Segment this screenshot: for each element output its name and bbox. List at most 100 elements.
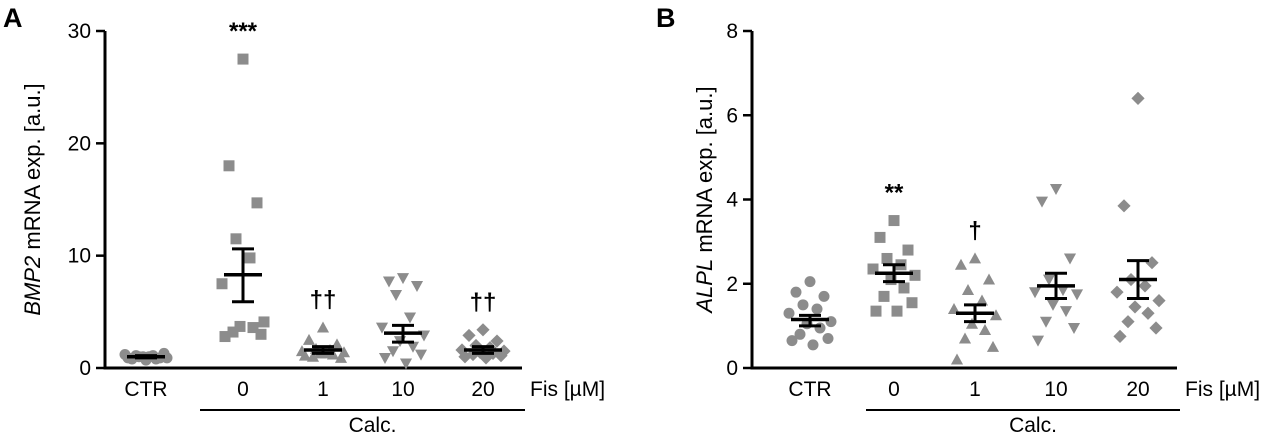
data-point [386, 346, 400, 358]
data-point [298, 349, 312, 361]
data-point [790, 286, 802, 298]
x-tick-label: CTR [124, 378, 167, 401]
data-point [874, 231, 886, 243]
data-point [1039, 316, 1053, 328]
data-point [414, 349, 428, 361]
data-point [1117, 199, 1131, 213]
chart-panel-A: A BMP2 mRNA exp. [a.u.] 0 10 20 30 CTR 0 1 10 20 Fi… [3, 3, 605, 437]
data-point [870, 305, 882, 317]
data-point [1067, 323, 1081, 335]
y-tick-label: 8 [726, 20, 738, 43]
data-point [804, 276, 816, 288]
data-point [494, 349, 508, 363]
data-point [490, 334, 504, 348]
data-point [818, 290, 830, 302]
data-point [954, 258, 968, 270]
y-tick-label: 6 [726, 104, 738, 127]
data-point [978, 324, 992, 336]
data-point [378, 352, 392, 364]
data-point [230, 233, 242, 245]
y-tick-label: 0 [726, 357, 738, 380]
series-CTR [119, 347, 173, 366]
x-tick-label: 1 [317, 378, 329, 401]
data-point [247, 322, 259, 334]
data-point [316, 321, 330, 333]
data-point [1049, 184, 1063, 196]
y-axis-label-gene: BMP2 [20, 256, 45, 316]
data-point [1121, 315, 1135, 329]
data-point [382, 276, 396, 288]
group-label: Calc. [349, 414, 397, 437]
data-point [989, 309, 1003, 321]
data-point [906, 297, 918, 309]
data-point [867, 263, 879, 275]
data-point [881, 252, 893, 264]
data-point [1145, 256, 1159, 270]
data-point [399, 358, 413, 370]
data-point [958, 332, 972, 344]
data-point [1070, 289, 1084, 301]
data-point [1138, 279, 1152, 293]
data-point [389, 290, 403, 302]
x-tick-label: 20 [1126, 378, 1149, 401]
y-axis-label-gene: ALPL [692, 259, 717, 315]
data-point [406, 341, 420, 353]
x-tick-label: 0 [888, 378, 900, 401]
x-axis-unit-label: Fis [µM] [1185, 378, 1260, 401]
x-tick-label: 0 [237, 378, 249, 401]
data-point [814, 322, 826, 334]
data-point [1031, 335, 1045, 347]
data-point [462, 328, 476, 343]
data-point [227, 326, 239, 338]
data-point [797, 299, 809, 311]
data-point [237, 53, 249, 65]
y-axis-label: ALPL mRNA exp. [a.u.] [692, 86, 717, 314]
data-point [1042, 274, 1056, 286]
x-tick-label: CTR [788, 378, 831, 401]
data-point [1131, 91, 1145, 105]
series-0: ** [867, 180, 921, 317]
group-label: Calc. [1009, 414, 1057, 437]
data-point [1149, 321, 1163, 335]
data-point [1046, 299, 1060, 311]
x-tick-label: 10 [1044, 378, 1067, 401]
y-axis-label-text: mRNA exp. [a.u.] [692, 86, 717, 258]
y-axis-label: BMP2 mRNA exp. [a.u.] [20, 83, 45, 315]
y-tick-label: 20 [68, 132, 91, 155]
data-point [902, 244, 914, 256]
data-point [334, 351, 348, 363]
data-point [458, 350, 472, 364]
data-point [982, 273, 996, 285]
data-point [965, 317, 979, 329]
series-1: † [947, 217, 1003, 365]
data-point [794, 328, 806, 340]
data-point [975, 294, 989, 306]
data-point [885, 274, 897, 286]
series-0: *** [216, 18, 270, 343]
significance-label: *** [229, 18, 258, 45]
significance-label: ** [885, 180, 904, 207]
data-point [909, 269, 921, 281]
data-point [410, 281, 424, 293]
y-axis-label-text: mRNA exp. [a.u.] [20, 83, 45, 255]
significance-label: † [968, 217, 981, 244]
data-point [1035, 196, 1049, 208]
data-point [302, 333, 316, 345]
data-point [223, 160, 235, 172]
chart-panel-B: B ALPL mRNA exp. [a.u.] 0 2 4 6 8 CTR 0 1 10 20 Fis … [656, 3, 1260, 437]
data-point [396, 273, 410, 285]
data-point [375, 322, 389, 334]
data-point [888, 215, 900, 227]
data-point [811, 303, 823, 315]
data-point [1063, 253, 1077, 265]
data-point [947, 302, 961, 314]
data-point [403, 312, 417, 324]
series-CTR [783, 276, 837, 351]
data-point [1152, 294, 1166, 308]
y-tick-label: 30 [68, 20, 91, 43]
panel-label: A [3, 3, 23, 33]
data-point [244, 252, 256, 264]
series-10 [1028, 184, 1084, 347]
series-10 [375, 273, 431, 370]
data-point [1141, 306, 1155, 320]
